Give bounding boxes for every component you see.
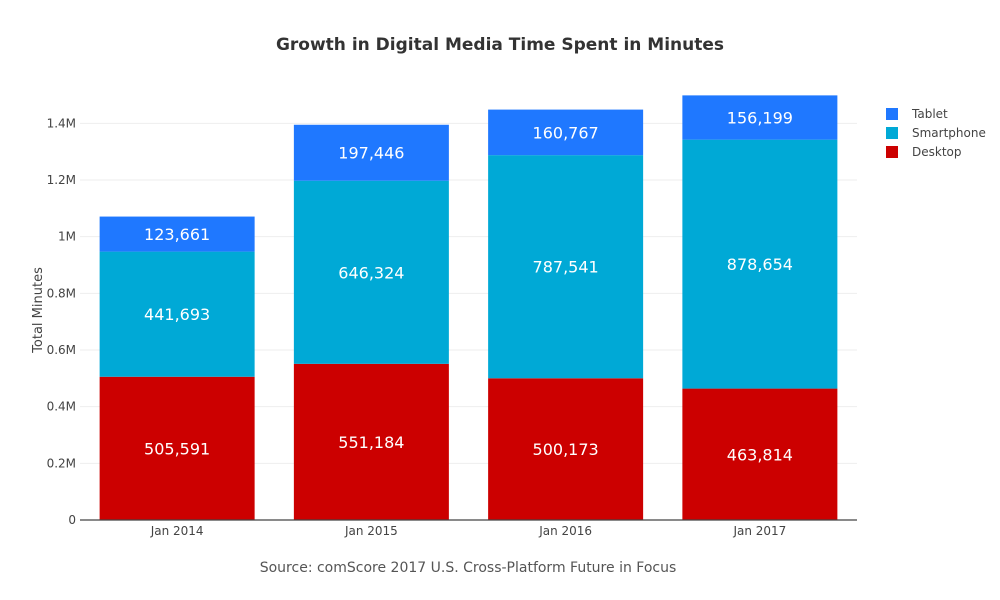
legend-swatch-smartphone[interactable] (886, 127, 898, 139)
x-tick-label: Jan 2015 (344, 524, 398, 538)
legend-label-tablet[interactable]: Tablet (911, 107, 948, 121)
bar-desktop (99, 376, 255, 520)
bar-tablet (682, 95, 838, 140)
source-note: Source: comScore 2017 U.S. Cross-Platfor… (260, 560, 677, 576)
x-tick-label: Jan 2017 (732, 524, 786, 538)
y-tick-label: 1M (58, 230, 76, 244)
y-tick-label: 0.2M (47, 456, 76, 470)
x-tick-label: Jan 2016 (538, 524, 592, 538)
bar-desktop (293, 363, 449, 520)
legend-label-smartphone[interactable]: Smartphone (912, 126, 986, 140)
data-label-tablet: 160,767 (533, 123, 599, 142)
data-label-smartphone: 878,654 (727, 255, 793, 274)
y-tick-label: 1.4M (47, 116, 76, 130)
bar-smartphone (682, 139, 838, 389)
x-axis-ticks: Jan 2014 Jan 2015 Jan 2016 Jan 2017 (150, 524, 787, 538)
data-labels: 505,591 441,693 123,661 551,184 646,324 197,4… (144, 109, 793, 465)
data-label-desktop: 505,591 (144, 439, 210, 458)
legend: Tablet Smartphone Desktop (886, 107, 986, 159)
bar-tablet (99, 216, 255, 252)
bars (99, 95, 838, 520)
data-label-tablet: 156,199 (727, 109, 793, 128)
legend-swatch-desktop[interactable] (886, 146, 898, 158)
chart-title: Growth in Digital Media Time Spent in Mi… (276, 35, 724, 55)
y-tick-label: 0.6M (47, 343, 76, 357)
bar-desktop (682, 388, 838, 520)
bar-tablet (293, 124, 449, 181)
data-label-desktop: 463,814 (727, 445, 793, 464)
data-label-smartphone: 787,541 (533, 258, 599, 277)
data-label-tablet: 123,661 (144, 225, 210, 244)
data-label-smartphone: 646,324 (338, 263, 404, 282)
data-label-desktop: 551,184 (338, 433, 404, 452)
bar-smartphone (488, 155, 644, 379)
bar-smartphone (293, 180, 449, 364)
y-axis-title: Total Minutes (31, 267, 46, 354)
y-tick-label: 1.2M (47, 173, 76, 187)
x-tick-label: Jan 2014 (150, 524, 204, 538)
data-label-smartphone: 441,693 (144, 305, 210, 324)
bar-desktop (488, 378, 644, 520)
data-label-tablet: 197,446 (338, 144, 404, 163)
y-tick-label: 0 (68, 513, 76, 527)
legend-label-desktop[interactable]: Desktop (912, 145, 962, 159)
bar-tablet (488, 109, 644, 156)
y-tick-label: 0.4M (47, 400, 76, 414)
data-label-desktop: 500,173 (533, 440, 599, 459)
legend-swatch-tablet[interactable] (886, 108, 898, 120)
y-axis-ticks: 0 0.2M 0.4M 0.6M 0.8M 1M 1.2M 1.4M (47, 116, 76, 527)
y-tick-label: 0.8M (47, 286, 76, 300)
bar-smartphone (99, 251, 255, 377)
